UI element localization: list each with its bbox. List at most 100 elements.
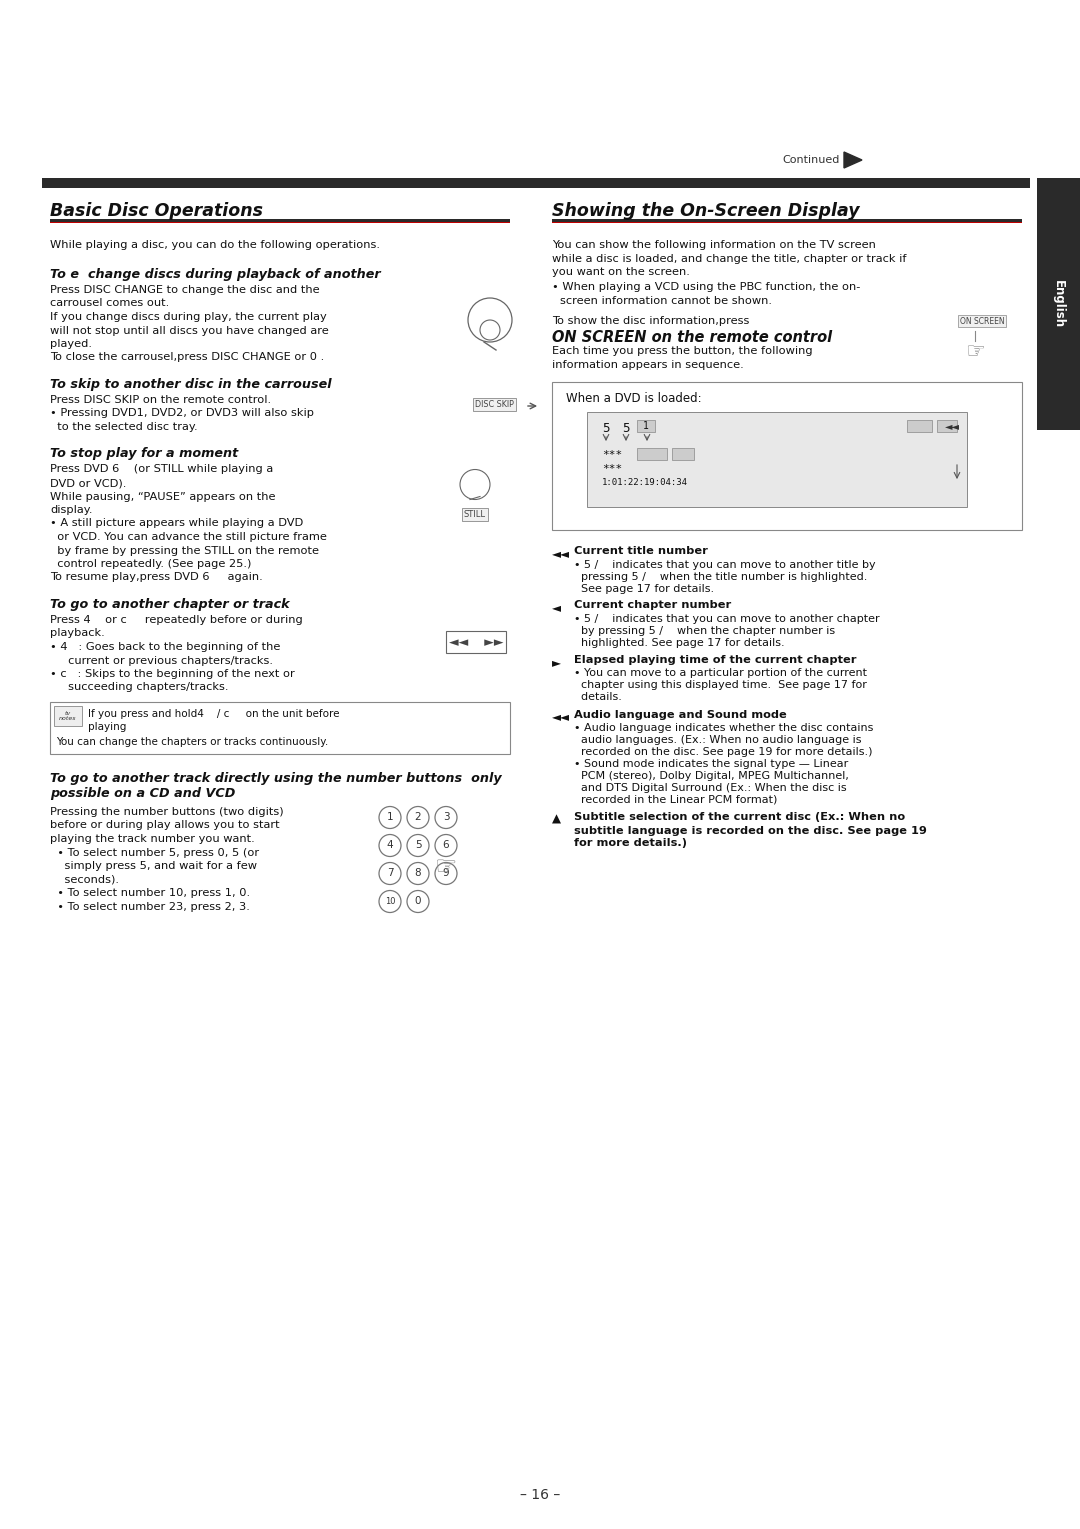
Bar: [552, 382, 1022, 531]
Text: 6: 6: [443, 841, 449, 850]
Text: • Audio language indicates whether the disc contains: • Audio language indicates whether the d…: [573, 723, 874, 732]
Text: subtitle language is recorded on the disc. See page 19: subtitle language is recorded on the dis…: [573, 826, 927, 835]
Text: When a DVD is loaded:: When a DVD is loaded:: [566, 391, 702, 405]
Text: • c   : Skips to the beginning of the next or: • c : Skips to the beginning of the next…: [50, 670, 295, 679]
Text: ◄◄: ◄◄: [552, 711, 570, 723]
Bar: [907, 420, 932, 433]
Text: 5: 5: [602, 422, 609, 434]
Bar: [637, 448, 667, 460]
Text: 2: 2: [415, 812, 421, 823]
Text: PCM (stereo), Dolby Digital, MPEG Multichannel,: PCM (stereo), Dolby Digital, MPEG Multic…: [573, 771, 849, 781]
Text: • You can move to a particular portion of the current: • You can move to a particular portion o…: [573, 668, 867, 679]
Text: ◄: ◄: [552, 601, 561, 615]
Text: Showing the On-Screen Display: Showing the On-Screen Display: [552, 202, 860, 220]
Text: To go to another track directly using the number buttons  only: To go to another track directly using th…: [50, 772, 501, 784]
Text: to the selected disc tray.: to the selected disc tray.: [50, 422, 198, 433]
Text: audio languages. (Ex.: When no audio language is: audio languages. (Ex.: When no audio lan…: [573, 735, 862, 745]
Text: 1: 1: [387, 812, 393, 823]
Text: ◄◄    ►►: ◄◄ ►►: [449, 636, 503, 650]
Text: information appears in sequence.: information appears in sequence.: [552, 359, 744, 370]
Text: • To select number 10, press 1, 0.: • To select number 10, press 1, 0.: [50, 888, 251, 898]
Text: control repeatedly. (See page 25.): control repeatedly. (See page 25.): [50, 560, 252, 569]
Text: While pausing, “PAUSE” appears on the: While pausing, “PAUSE” appears on the: [50, 491, 275, 502]
Bar: [552, 219, 1022, 222]
Text: carrousel comes out.: carrousel comes out.: [50, 298, 170, 309]
Text: 4: 4: [387, 841, 393, 850]
Text: for more details.): for more details.): [573, 838, 687, 849]
Text: current or previous chapters/tracks.: current or previous chapters/tracks.: [50, 656, 273, 665]
Text: • A still picture appears while playing a DVD: • A still picture appears while playing …: [50, 518, 303, 529]
Text: 1:01:22:19:04:34: 1:01:22:19:04:34: [602, 479, 688, 488]
Text: possible on a CD and VCD: possible on a CD and VCD: [50, 787, 235, 800]
Text: playing the track number you want.: playing the track number you want.: [50, 833, 255, 844]
Text: ☞: ☞: [966, 342, 985, 362]
Text: and DTS Digital Surround (Ex.: When the disc is: and DTS Digital Surround (Ex.: When the …: [573, 783, 847, 794]
Text: 9: 9: [443, 868, 449, 879]
Bar: [937, 420, 957, 433]
Text: details.: details.: [573, 693, 622, 702]
Text: ▲: ▲: [552, 813, 561, 826]
Text: by pressing 5 /    when the chapter number is: by pressing 5 / when the chapter number …: [573, 625, 835, 636]
Text: or VCD. You can advance the still picture frame: or VCD. You can advance the still pictur…: [50, 532, 327, 541]
Text: pressing 5 /    when the title number is highlighted.: pressing 5 / when the title number is hi…: [573, 572, 867, 581]
Text: • 5 /    indicates that you can move to another chapter: • 5 / indicates that you can move to ano…: [573, 615, 879, 624]
Text: Pressing the number buttons (two digits): Pressing the number buttons (two digits): [50, 807, 284, 816]
Text: tv
notes: tv notes: [59, 711, 77, 722]
Text: 1: 1: [643, 420, 649, 431]
Text: highlighted. See page 17 for details.: highlighted. See page 17 for details.: [573, 638, 785, 648]
Text: ***: ***: [602, 450, 622, 460]
Text: If you change discs during play, the current play: If you change discs during play, the cur…: [50, 312, 327, 323]
Text: ►: ►: [552, 656, 561, 670]
Text: • 4   : Goes back to the beginning of the: • 4 : Goes back to the beginning of the: [50, 642, 281, 651]
Text: before or during play allows you to start: before or during play allows you to star…: [50, 821, 280, 830]
Text: 10: 10: [384, 898, 395, 907]
Text: You can change the chapters or tracks continuously.: You can change the chapters or tracks co…: [56, 737, 328, 748]
Text: See page 17 for details.: See page 17 for details.: [573, 584, 714, 593]
Text: Continued: Continued: [783, 154, 840, 165]
Text: played.: played.: [50, 339, 92, 349]
Bar: [42, 177, 1030, 188]
Text: – 16 –: – 16 –: [519, 1488, 561, 1501]
Bar: [672, 448, 694, 460]
Bar: [50, 219, 510, 222]
Text: ◄◄: ◄◄: [945, 420, 959, 431]
Text: seconds).: seconds).: [50, 875, 119, 884]
Text: by frame by pressing the STILL on the remote: by frame by pressing the STILL on the re…: [50, 546, 319, 555]
Text: • Sound mode indicates the signal type — Linear: • Sound mode indicates the signal type —…: [573, 758, 848, 769]
Text: Press DVD 6    (or STILL while playing a: Press DVD 6 (or STILL while playing a: [50, 465, 273, 474]
Text: DISC SKIP: DISC SKIP: [475, 401, 514, 408]
Text: • When playing a VCD using the PBC function, the on-: • When playing a VCD using the PBC funct…: [552, 283, 861, 292]
Text: ON SCREEN: ON SCREEN: [960, 317, 1004, 326]
Text: display.: display.: [50, 505, 93, 515]
Text: You can show the following information on the TV screen: You can show the following information o…: [552, 240, 876, 251]
Text: Press DISC CHANGE to change the disc and the: Press DISC CHANGE to change the disc and…: [50, 284, 320, 295]
Text: • To select number 5, press 0, 5 (or: • To select number 5, press 0, 5 (or: [50, 847, 259, 858]
Text: 7: 7: [387, 868, 393, 879]
Text: Current title number: Current title number: [573, 546, 707, 557]
Text: Current chapter number: Current chapter number: [573, 601, 731, 610]
Text: 0: 0: [415, 896, 421, 907]
Text: simply press 5, and wait for a few: simply press 5, and wait for a few: [50, 861, 257, 872]
Text: DVD or VCD).: DVD or VCD).: [50, 479, 126, 488]
Text: To stop play for a moment: To stop play for a moment: [50, 448, 239, 460]
Text: • Pressing DVD1, DVD2, or DVD3 will also skip: • Pressing DVD1, DVD2, or DVD3 will also…: [50, 408, 314, 419]
Text: ON SCREEN on the remote control: ON SCREEN on the remote control: [552, 330, 832, 346]
Text: screen information cannot be shown.: screen information cannot be shown.: [561, 297, 772, 306]
Bar: [637, 420, 654, 433]
Text: Elapsed playing time of the current chapter: Elapsed playing time of the current chap…: [573, 654, 856, 665]
Bar: [50, 702, 510, 754]
Text: recorded on the disc. See page 19 for more details.): recorded on the disc. See page 19 for mo…: [573, 748, 873, 757]
Text: Press DISC SKIP on the remote control.: Press DISC SKIP on the remote control.: [50, 394, 271, 405]
Text: • 5 /    indicates that you can move to another title by: • 5 / indicates that you can move to ano…: [573, 560, 876, 569]
Text: English: English: [1052, 280, 1065, 329]
Text: 5: 5: [415, 841, 421, 850]
Text: 5: 5: [622, 422, 630, 434]
Text: To close the carrousel,press DISC CHANGE or 0 .: To close the carrousel,press DISC CHANGE…: [50, 353, 324, 362]
Polygon shape: [843, 151, 862, 168]
Text: Subtitle selection of the current disc (Ex.: When no: Subtitle selection of the current disc (…: [573, 812, 905, 823]
Bar: [54, 706, 82, 726]
Text: Press 4    or c     repeatedly before or during: Press 4 or c repeatedly before or during: [50, 615, 302, 625]
Text: Basic Disc Operations: Basic Disc Operations: [50, 202, 264, 220]
Text: 8: 8: [415, 868, 421, 879]
Bar: [1037, 177, 1080, 430]
